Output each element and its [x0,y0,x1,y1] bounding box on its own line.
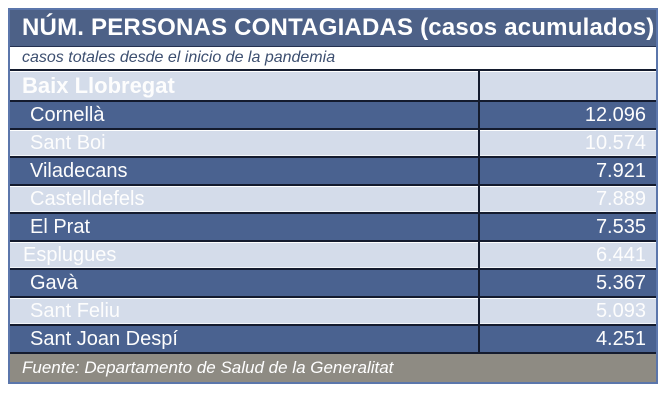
table-row: Gavà 5.367 [10,270,656,298]
row-value: 5.367 [478,270,656,296]
row-value: 7.921 [478,158,656,184]
stats-table-panel: NÚM. PERSONAS CONTAGIADAS (casos acumula… [8,8,658,384]
row-value: 10.574 [478,130,656,156]
row-value: 12.096 [478,102,656,128]
row-name: El Prat [30,216,91,238]
table-row: Sant Joan Despí 4.251 [10,326,656,354]
row-name: Castelldefels [30,188,145,210]
table-row: Sant Boi 10.574 [10,130,656,158]
table-row: Viladecans 7.921 [10,158,656,186]
row-name: Gavà [30,272,78,294]
row-name: Sant Boi [30,132,106,154]
region-header-row: Baix Llobregat [10,71,656,102]
table-row: Cornellà 12.096 [10,102,656,130]
row-value: 5.093 [478,298,656,324]
row-value: 7.535 [478,214,656,240]
table-row: Esplugues 6.441 [10,242,656,270]
region-header-label: Baix Llobregat [22,73,175,98]
table-row: Castelldefels 7.889 [10,186,656,214]
row-value: 7.889 [478,186,656,212]
row-name: Sant Joan Despí [30,328,178,350]
row-name: Sant Feliu [30,300,121,322]
row-name: Esplugues [23,244,117,266]
source-footer: Fuente: Departamento de Salud de la Gene… [10,354,656,382]
row-value: 4.251 [478,326,656,352]
page-subtitle: casos totales desde el inicio de la pand… [10,47,656,71]
table-row: Sant Feliu 5.093 [10,298,656,326]
table-row: El Prat 7.535 [10,214,656,242]
row-name: Cornellà [30,104,105,126]
page-title: NÚM. PERSONAS CONTAGIADAS (casos acumula… [10,10,656,47]
row-name: Viladecans [30,160,128,182]
row-value: 6.441 [478,242,656,268]
region-header-value-cell [478,71,656,100]
